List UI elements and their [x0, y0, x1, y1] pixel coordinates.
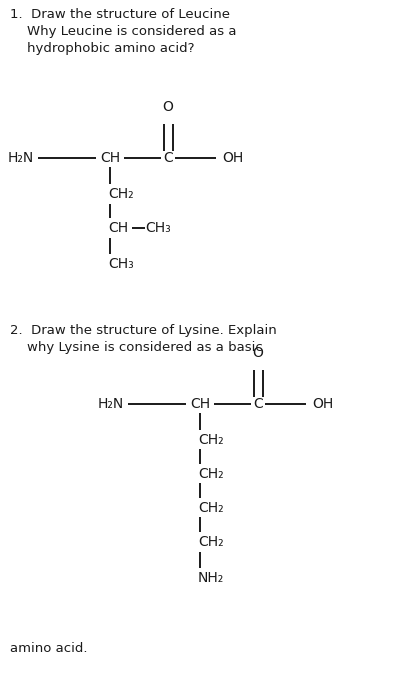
Text: H₂N: H₂N — [98, 397, 124, 411]
Text: CH₃: CH₃ — [145, 221, 171, 235]
Text: OH: OH — [222, 151, 243, 165]
Text: C: C — [163, 151, 173, 165]
Text: 1.  Draw the structure of Leucine
    Why Leucine is considered as a
    hydroph: 1. Draw the structure of Leucine Why Leu… — [10, 8, 237, 55]
Text: O: O — [163, 100, 173, 114]
Text: OH: OH — [312, 397, 333, 411]
Text: CH₂: CH₂ — [198, 467, 224, 481]
Text: CH₂: CH₂ — [108, 187, 134, 201]
Text: 2.  Draw the structure of Lysine. Explain
    why Lysine is considered as a basi: 2. Draw the structure of Lysine. Explain… — [10, 324, 277, 354]
Text: CH₂: CH₂ — [198, 501, 224, 515]
Text: CH₂: CH₂ — [198, 535, 224, 549]
Text: CH₃: CH₃ — [108, 257, 134, 271]
Text: CH: CH — [190, 397, 210, 411]
Text: CH: CH — [100, 151, 120, 165]
Text: CH₂: CH₂ — [198, 433, 224, 447]
Text: C: C — [253, 397, 263, 411]
Text: NH₂: NH₂ — [198, 571, 224, 585]
Text: amino acid.: amino acid. — [10, 641, 88, 654]
Text: H₂N: H₂N — [8, 151, 34, 165]
Text: CH: CH — [108, 221, 128, 235]
Text: O: O — [253, 346, 263, 360]
